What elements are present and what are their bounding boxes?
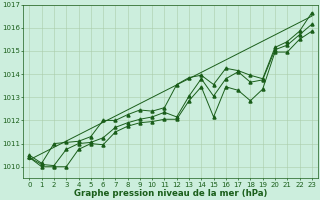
X-axis label: Graphe pression niveau de la mer (hPa): Graphe pression niveau de la mer (hPa) bbox=[74, 189, 267, 198]
